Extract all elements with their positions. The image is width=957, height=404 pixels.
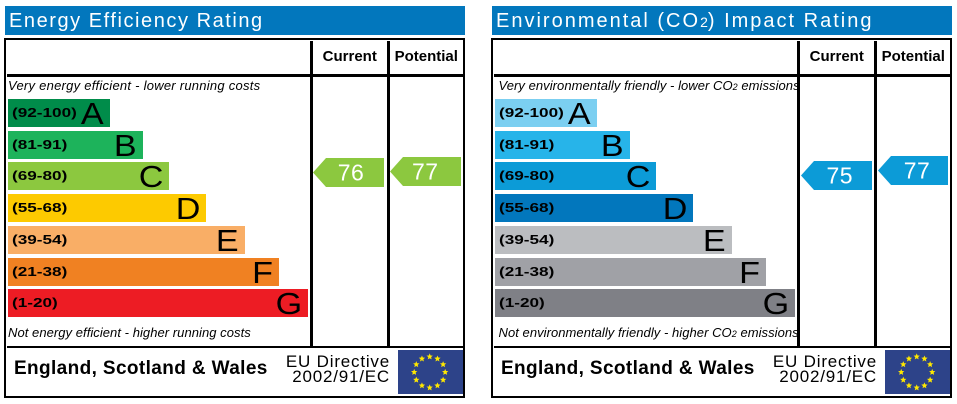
svg-text:76: 76: [338, 160, 365, 186]
svg-text:75: 75: [827, 163, 854, 189]
svg-text:77: 77: [412, 159, 439, 185]
svg-text:77: 77: [904, 158, 931, 184]
